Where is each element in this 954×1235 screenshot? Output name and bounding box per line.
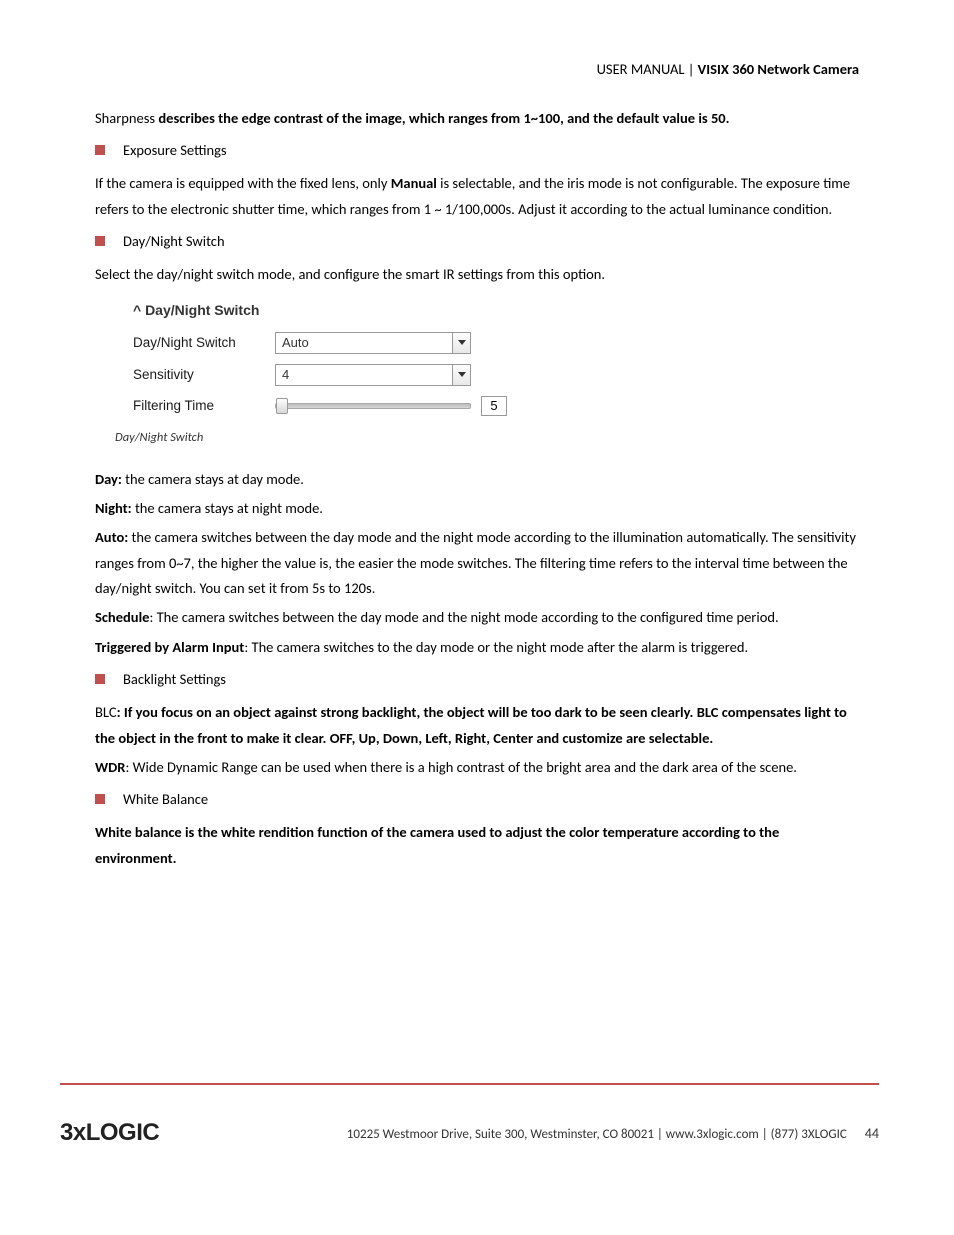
- filtering-time-slider[interactable]: 5: [275, 396, 515, 416]
- field-label: Filtering Time: [133, 398, 275, 413]
- brand-logo: 3xLOGIC: [60, 1119, 159, 1147]
- section-daynight: Day/Night Switch: [95, 232, 859, 250]
- ui-row-filtering: Filtering Time 5: [133, 396, 533, 416]
- page-header: USER MANUAL | VISIX 360 Network Camera: [95, 60, 859, 78]
- dropdown-arrow-icon[interactable]: [452, 333, 470, 353]
- dropdown-value: 4: [276, 367, 452, 382]
- figure-caption: Day/Night Switch: [115, 430, 859, 445]
- page-number: 44: [865, 1125, 879, 1142]
- section-label: White Balance: [123, 790, 208, 808]
- field-label: Sensitivity: [133, 367, 275, 382]
- blc-paragraph: BLC: If you focus on an object against s…: [95, 700, 859, 751]
- bullet-square-icon: [95, 674, 105, 684]
- wb-paragraph: White balance is the white rendition fun…: [95, 820, 859, 871]
- sharpness-paragraph: Sharpness describes the edge contrast of…: [95, 106, 859, 131]
- field-label: Day/Night Switch: [133, 335, 275, 350]
- header-prefix: USER MANUAL |: [597, 60, 698, 78]
- section-exposure: Exposure Settings: [95, 141, 859, 159]
- wdr-paragraph: WDR: Wide Dynamic Range can be used when…: [95, 755, 859, 780]
- daynight-intro: Select the day/night switch mode, and co…: [95, 262, 859, 287]
- ui-row-sensitivity: Sensitivity 4: [133, 364, 533, 386]
- daynight-ui-panel: ^ Day/Night Switch Day/Night Switch Auto…: [133, 302, 533, 416]
- bullet-square-icon: [95, 794, 105, 804]
- bullet-square-icon: [95, 236, 105, 246]
- section-label: Day/Night Switch: [123, 232, 225, 250]
- ui-row-switch: Day/Night Switch Auto: [133, 332, 533, 354]
- slider-value: 5: [481, 396, 507, 416]
- slider-track[interactable]: [275, 403, 471, 409]
- ui-panel-title: ^ Day/Night Switch: [133, 302, 533, 318]
- section-label: Backlight Settings: [123, 670, 226, 688]
- sensitivity-dropdown[interactable]: 4: [275, 364, 471, 386]
- dropdown-arrow-icon[interactable]: [452, 365, 470, 385]
- section-whitebalance: White Balance: [95, 790, 859, 808]
- section-backlight: Backlight Settings: [95, 670, 859, 688]
- mode-schedule: Schedule: The camera switches between th…: [95, 605, 859, 630]
- bullet-square-icon: [95, 145, 105, 155]
- mode-trigger: Triggered by Alarm Input: The camera swi…: [95, 635, 859, 660]
- mode-auto: Auto: the camera switches between the da…: [95, 525, 859, 601]
- header-product: VISIX 360 Network Camera: [698, 60, 859, 78]
- footer-address: 10225 Westmoor Drive, Suite 300, Westmin…: [347, 1127, 847, 1142]
- mode-night: Night: the camera stays at night mode.: [95, 496, 859, 521]
- page-footer: 3xLOGIC 10225 Westmoor Drive, Suite 300,…: [60, 1083, 879, 1147]
- exposure-paragraph: If the camera is equipped with the fixed…: [95, 171, 859, 222]
- section-label: Exposure Settings: [123, 141, 227, 159]
- daynight-switch-dropdown[interactable]: Auto: [275, 332, 471, 354]
- dropdown-value: Auto: [276, 335, 452, 350]
- footer-text: 10225 Westmoor Drive, Suite 300, Westmin…: [347, 1125, 879, 1142]
- mode-day: Day: the camera stays at day mode.: [95, 467, 859, 492]
- slider-thumb[interactable]: [276, 398, 288, 414]
